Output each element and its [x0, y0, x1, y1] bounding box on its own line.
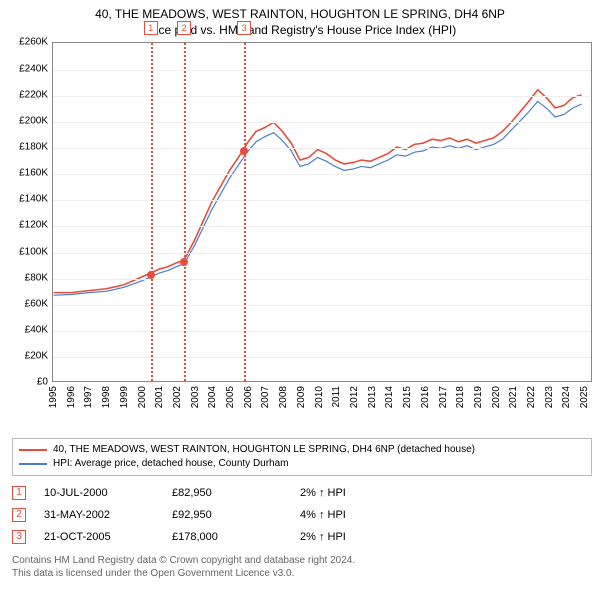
gridline: [53, 253, 591, 254]
gridline: [53, 357, 591, 358]
y-tick-label: £0: [8, 377, 48, 388]
event-marker-1: 1: [12, 486, 26, 500]
legend-row-hpi: HPI: Average price, detached house, Coun…: [19, 457, 585, 471]
gridline: [53, 174, 591, 175]
attribution-line1: Contains HM Land Registry data © Crown c…: [12, 554, 592, 567]
event-price-2: £92,950: [172, 509, 282, 521]
legend-swatch-hpi: [19, 463, 47, 465]
gridline: [53, 331, 591, 332]
marker-box: 3: [237, 21, 251, 35]
y-tick-label: £60K: [8, 298, 48, 309]
marker-dot: [147, 271, 155, 279]
legend: 40, THE MEADOWS, WEST RAINTON, HOUGHTON …: [12, 438, 592, 476]
attribution: Contains HM Land Registry data © Crown c…: [12, 554, 592, 580]
title-line1: 40, THE MEADOWS, WEST RAINTON, HOUGHTON …: [8, 6, 592, 22]
marker-dot: [240, 147, 248, 155]
title-line2: Price paid vs. HM Land Registry's House …: [8, 22, 592, 38]
event-marker-3: 3: [12, 530, 26, 544]
y-tick-label: £200K: [8, 115, 48, 126]
legend-row-subject: 40, THE MEADOWS, WEST RAINTON, HOUGHTON …: [19, 443, 585, 457]
gridline: [53, 226, 591, 227]
event-price-1: £82,950: [172, 487, 282, 499]
y-tick-label: £120K: [8, 220, 48, 231]
marker-dot: [180, 258, 188, 266]
gridline: [53, 279, 591, 280]
plot-box: 123: [52, 42, 592, 382]
legend-swatch-subject: [19, 449, 47, 451]
y-tick-label: £80K: [8, 272, 48, 283]
y-tick-label: £40K: [8, 325, 48, 336]
event-row-3: 3 21-OCT-2005 £178,000 2% ↑ HPI: [12, 526, 592, 548]
event-diff-3: 2% ↑ HPI: [300, 531, 410, 543]
gridline: [53, 305, 591, 306]
event-date-3: 21-OCT-2005: [44, 531, 154, 543]
marker-line: [151, 43, 153, 381]
y-tick-label: £240K: [8, 63, 48, 74]
y-tick-label: £220K: [8, 89, 48, 100]
marker-line: [244, 43, 246, 381]
events-table: 1 10-JUL-2000 £82,950 2% ↑ HPI 2 31-MAY-…: [12, 482, 592, 548]
event-date-1: 10-JUL-2000: [44, 487, 154, 499]
y-tick-label: £160K: [8, 168, 48, 179]
title-block: 40, THE MEADOWS, WEST RAINTON, HOUGHTON …: [8, 6, 592, 38]
attribution-line2: This data is licensed under the Open Gov…: [12, 567, 592, 580]
gridline: [53, 70, 591, 71]
event-row-2: 2 31-MAY-2002 £92,950 4% ↑ HPI: [12, 504, 592, 526]
figure: 40, THE MEADOWS, WEST RAINTON, HOUGHTON …: [0, 0, 600, 590]
y-tick-label: £140K: [8, 194, 48, 205]
gridline: [53, 148, 591, 149]
marker-box: 2: [177, 21, 191, 35]
legend-label-subject: 40, THE MEADOWS, WEST RAINTON, HOUGHTON …: [53, 443, 475, 457]
y-tick-label: £100K: [8, 246, 48, 257]
event-marker-2: 2: [12, 508, 26, 522]
x-tick-label: 2025: [579, 386, 600, 408]
event-row-1: 1 10-JUL-2000 £82,950 2% ↑ HPI: [12, 482, 592, 504]
gridline: [53, 200, 591, 201]
y-tick-label: £180K: [8, 141, 48, 152]
y-tick-label: £260K: [8, 37, 48, 48]
y-tick-label: £20K: [8, 351, 48, 362]
legend-label-hpi: HPI: Average price, detached house, Coun…: [53, 457, 289, 471]
marker-line: [184, 43, 186, 381]
gridline: [53, 122, 591, 123]
series-subject: [54, 90, 582, 293]
event-date-2: 31-MAY-2002: [44, 509, 154, 521]
gridline: [53, 96, 591, 97]
event-diff-1: 2% ↑ HPI: [300, 487, 410, 499]
series-hpi: [54, 102, 582, 296]
event-diff-2: 4% ↑ HPI: [300, 509, 410, 521]
chart-area: 123 £0 £20K £40K £60K £80K £100K £120K £140K £16…: [8, 42, 592, 410]
marker-box: 1: [144, 21, 158, 35]
event-price-3: £178,000: [172, 531, 282, 543]
